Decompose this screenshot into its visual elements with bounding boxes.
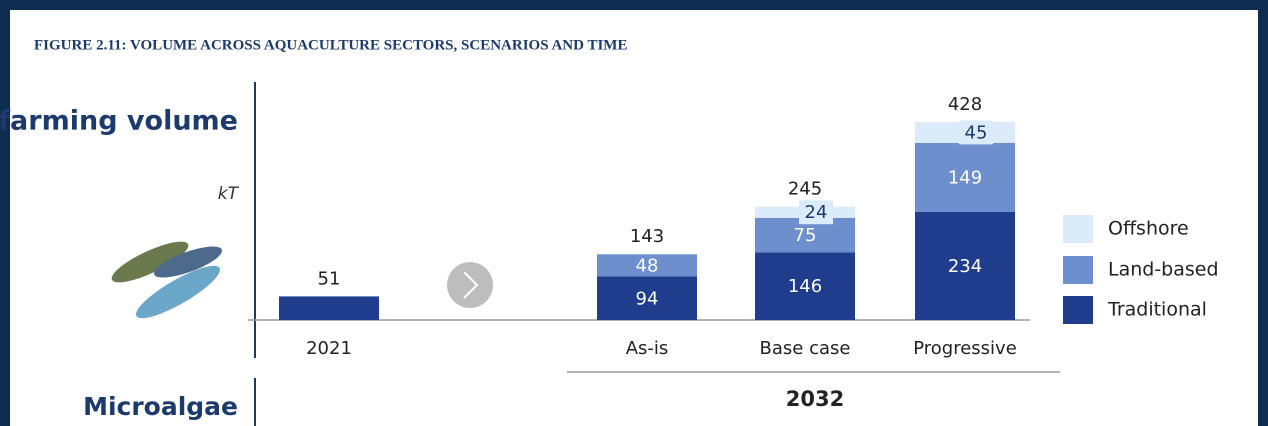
data-label: 48	[636, 255, 659, 276]
legend-swatch	[1063, 215, 1093, 243]
legend-label: Land-based	[1108, 259, 1219, 281]
total-label: 428	[948, 94, 982, 115]
x-tick-label: As-is	[626, 338, 669, 359]
panel	[10, 10, 1258, 426]
bar-segment	[597, 276, 697, 320]
label-box	[799, 200, 833, 225]
chart-title: FIGURE 2.11: VOLUME ACROSS AQUACULTURE S…	[34, 37, 627, 53]
bar-segment	[915, 211, 1015, 320]
data-label: 146	[788, 276, 822, 297]
fish-illustration	[111, 241, 223, 319]
legend-label: Traditional	[1107, 299, 1207, 321]
legend-swatch	[1063, 256, 1093, 284]
data-label: 24	[805, 202, 828, 223]
bar-segment	[597, 254, 697, 277]
y-axis-label: Fish farming volume	[0, 106, 238, 137]
total-label: 245	[788, 179, 822, 200]
legend-swatch	[1063, 296, 1093, 324]
arrow-icon	[447, 262, 493, 308]
bar-segment	[915, 142, 1015, 212]
bar-segment	[755, 252, 855, 320]
unit-label: kT	[218, 184, 240, 204]
group-label: 2032	[786, 387, 844, 411]
x-tick-label: 2021	[306, 338, 352, 359]
total-label: 143	[630, 226, 664, 247]
legend-label: Offshore	[1108, 218, 1189, 240]
x-tick-label: Progressive	[913, 338, 1017, 359]
data-label: 75	[794, 225, 817, 246]
bottom-label: Microalgae	[83, 392, 238, 421]
total-label: 51	[318, 268, 341, 289]
data-label: 149	[948, 167, 982, 188]
data-label: 234	[948, 256, 982, 277]
bar-segment	[279, 296, 379, 320]
x-tick-label: Base case	[760, 338, 851, 359]
label-box	[959, 120, 993, 145]
data-label: 45	[965, 122, 988, 143]
data-label: 94	[636, 288, 659, 309]
